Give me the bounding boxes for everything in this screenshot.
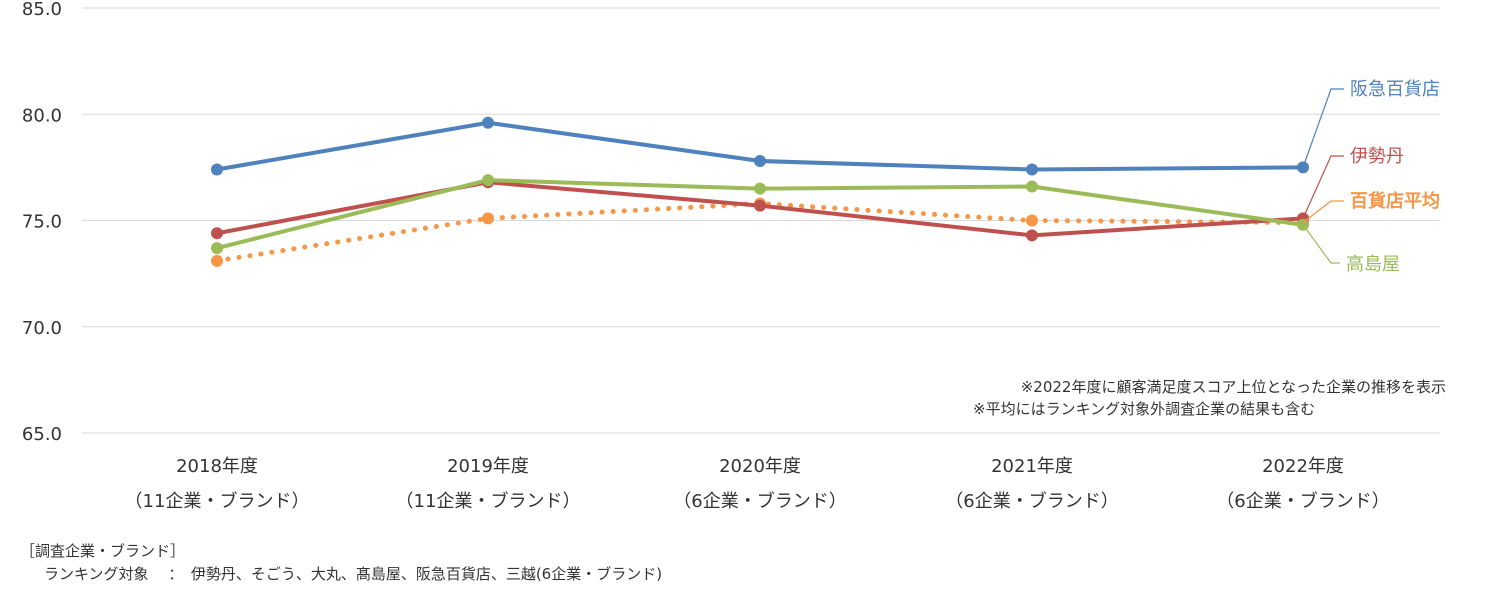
data-point [754, 182, 766, 195]
x-tick-sublabel: （6企業・ブランド） [1216, 490, 1389, 512]
leader-line [1302, 224, 1340, 264]
x-tick-label: 2018年度 [176, 456, 258, 477]
x-tick-sublabel: （11企業・ブランド） [396, 490, 581, 512]
note-line-2: ※平均にはランキング対象外調査企業の結果も含む [973, 400, 1315, 418]
series-label: 高島屋 [1346, 254, 1400, 275]
series-line [214, 200, 1306, 264]
data-point [482, 174, 494, 187]
data-point [482, 212, 494, 225]
x-tick-label: 2019年度 [447, 456, 529, 477]
data-point [1026, 163, 1038, 176]
y-tick-label: 65.0 [22, 424, 62, 445]
footer-title: ［調査企業・ブランド］ [20, 542, 186, 560]
y-tick-label: 75.0 [22, 212, 62, 233]
leader-line [1302, 155, 1344, 219]
y-tick-label: 80.0 [22, 105, 62, 126]
leader-line [1302, 88, 1344, 168]
data-point [211, 163, 223, 176]
data-point [754, 155, 766, 167]
chart-notes: ※2022年度に顧客満足度スコア上位となった企業の推移を表示 ※平均にはランキン… [973, 378, 1446, 418]
leader-line [1302, 200, 1344, 224]
y-tick-label: 70.0 [22, 318, 62, 339]
x-tick-label: 2021年度 [991, 456, 1073, 477]
x-tick-label: 2020年度 [719, 456, 801, 477]
data-point [211, 242, 223, 255]
data-point [211, 227, 223, 240]
x-tick-sublabel: （11企業・ブランド） [125, 490, 310, 512]
x-tick-sublabel: （6企業・ブランド） [673, 490, 846, 512]
data-point [1026, 229, 1038, 242]
note-line-1: ※2022年度に顧客満足度スコア上位となった企業の推移を表示 [1021, 378, 1446, 396]
y-tick-label: 85.0 [22, 0, 62, 20]
gridlines [82, 7, 1440, 434]
data-point [754, 199, 766, 212]
x-tick-sublabel: （6企業・ブランド） [945, 490, 1118, 512]
x-tick-label: 2022年度 [1262, 456, 1344, 477]
series-label: 百貨店平均 [1350, 190, 1440, 212]
data-point [482, 116, 494, 129]
y-axis-ticks: 85.0 80.0 75.0 70.0 65.0 [22, 0, 62, 445]
series-label: 阪急百貨店 [1350, 79, 1440, 100]
data-point [1026, 180, 1038, 193]
footer-ranking-line: ランキング対象 ： 伊勢丹、そごう、大丸、髙島屋、阪急百貨店、三越(6企業・ブラ… [44, 565, 663, 583]
data-point [1026, 214, 1038, 227]
series-label: 伊勢丹 [1350, 146, 1404, 167]
series-points [211, 116, 1309, 267]
x-axis-ticks: 2018年度 （11企業・ブランド） 2019年度 （11企業・ブランド） 2020年度… [125, 456, 1390, 512]
data-point [211, 254, 223, 267]
